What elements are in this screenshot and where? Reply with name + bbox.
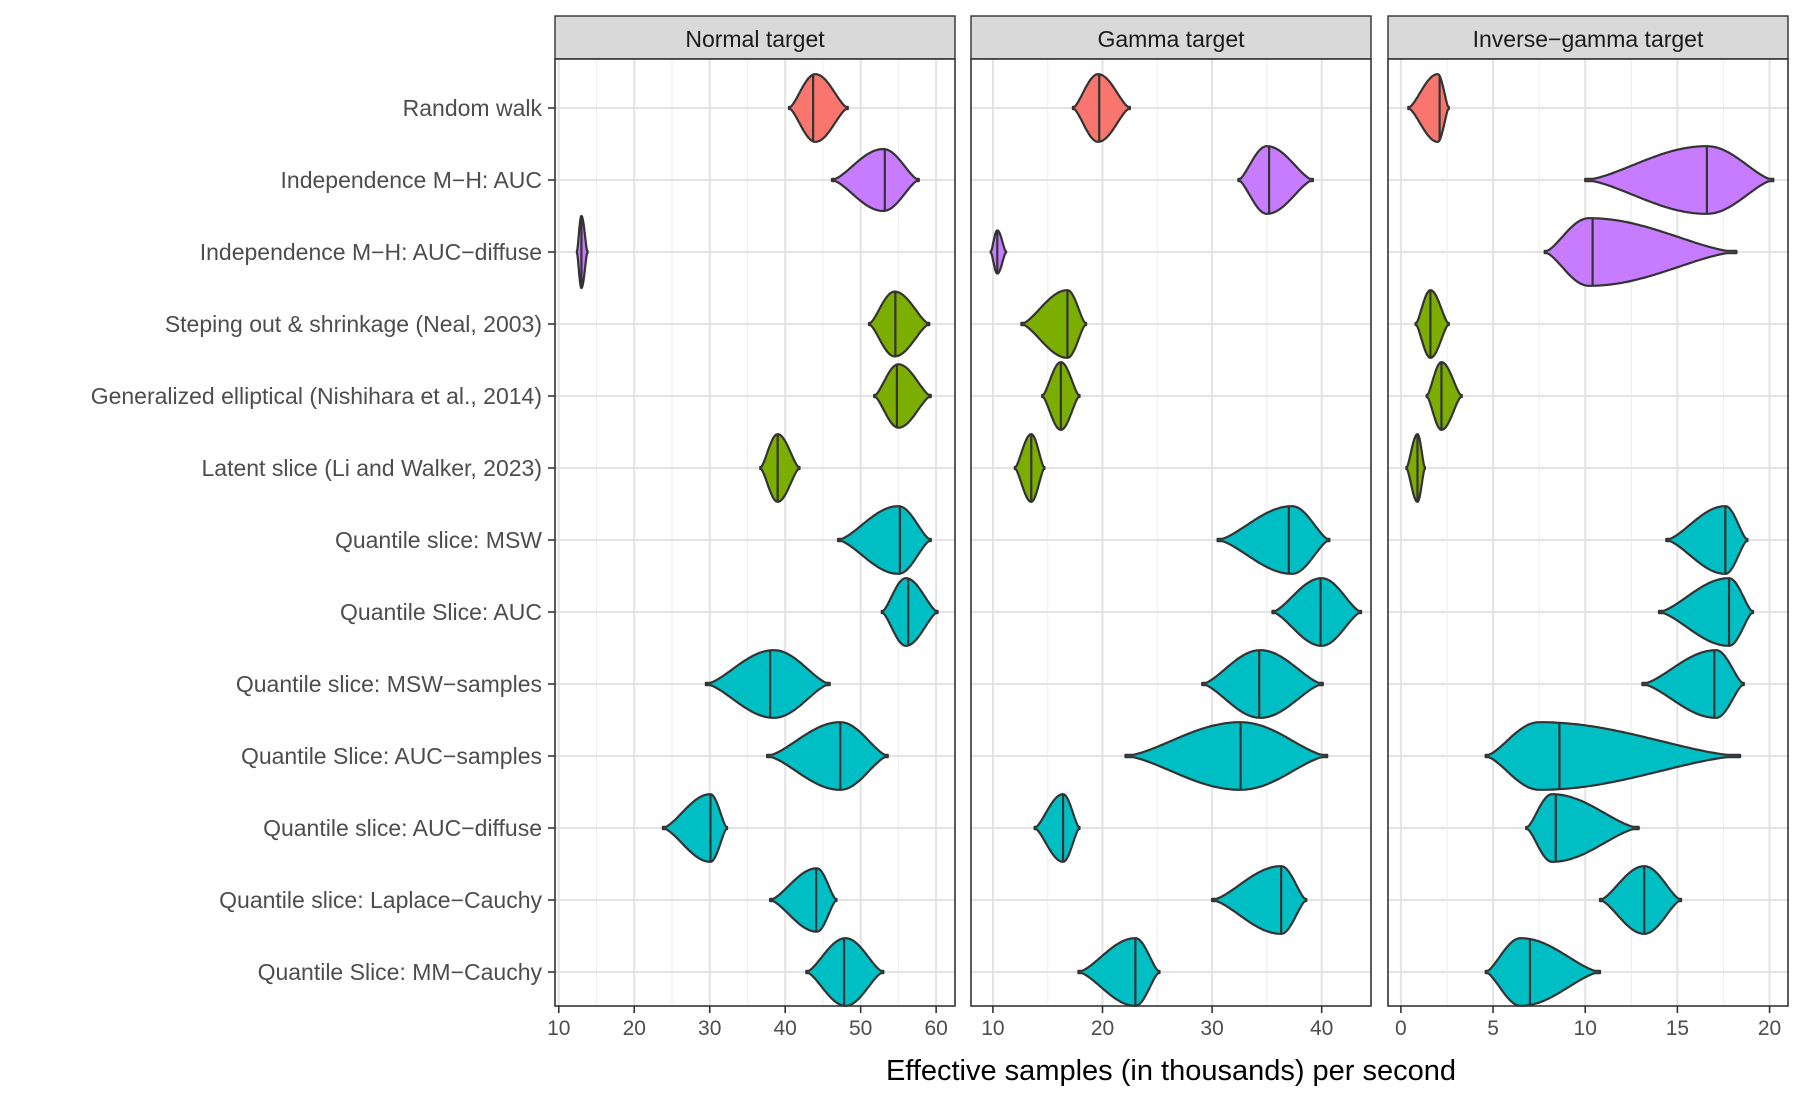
- violin-12: [1598, 865, 1683, 935]
- violin-6: [759, 433, 801, 503]
- violin-6: [1405, 433, 1426, 503]
- y-category-label: Quantile Slice: MM−Cauchy: [258, 959, 543, 985]
- x-tick-label: 20: [1091, 1017, 1114, 1040]
- violin-12: [1211, 865, 1308, 935]
- y-category-label: Independence M−H: AUC−diffuse: [200, 239, 542, 265]
- panel-strip: [554, 15, 956, 60]
- y-category-label: Latent slice (Li and Walker, 2023): [202, 455, 543, 481]
- violin-11: [1525, 793, 1640, 863]
- y-category-label: Quantile Slice: AUC: [340, 599, 542, 625]
- violin-8: [1271, 577, 1363, 647]
- violin-5: [1425, 361, 1463, 431]
- x-tick-label: 0: [1395, 1017, 1407, 1040]
- x-tick-label: 10: [547, 1017, 570, 1040]
- panel-3: Inverse−gamma target 0 5 10 15 20: [1387, 15, 1789, 1040]
- x-tick-label: 10: [1574, 1017, 1597, 1040]
- y-category-label: Quantile slice: AUC−diffuse: [263, 815, 542, 841]
- violin-10: [1124, 721, 1329, 791]
- x-tick-label: 20: [1758, 1017, 1781, 1040]
- x-tick-label: 60: [924, 1017, 947, 1040]
- y-axis-labels: Random walk Independence M−H: AUC Independ…: [91, 95, 555, 985]
- panel-strip-label: Gamma target: [1098, 26, 1246, 52]
- panel-2: Gamma target 10 20 30 40: [970, 15, 1372, 1040]
- panel-border: [1387, 58, 1789, 1007]
- violin-2: [1584, 145, 1775, 215]
- panel-border: [970, 58, 1372, 1007]
- violin-10: [766, 721, 889, 791]
- x-tick-label: 30: [1200, 1017, 1223, 1040]
- y-category-label: Quantile slice: MSW−samples: [236, 671, 542, 697]
- x-tick-label: 10: [981, 1017, 1004, 1040]
- violin-7: [1216, 505, 1331, 575]
- violin-7: [836, 505, 932, 575]
- violin-9: [1641, 649, 1745, 719]
- panel-strip-label: Normal target: [685, 26, 825, 52]
- violin-2: [830, 147, 920, 213]
- violin-12: [769, 867, 838, 933]
- x-tick-label: 5: [1487, 1017, 1499, 1040]
- violin-1: [1071, 73, 1131, 143]
- violin-11: [1033, 793, 1081, 863]
- panel-strip: [970, 15, 1372, 60]
- violin-1: [787, 73, 849, 143]
- violin-9: [1201, 649, 1324, 719]
- y-category-label: Random walk: [403, 95, 543, 121]
- x-tick-label: 30: [698, 1017, 721, 1040]
- x-tick-label: 20: [623, 1017, 646, 1040]
- panel-1: Normal target 10 20 30 40 50 60: [547, 15, 956, 1040]
- y-category-label: Independence M−H: AUC: [281, 167, 542, 193]
- violin-4: [1020, 289, 1088, 359]
- violin-4: [1414, 289, 1450, 359]
- y-category-label: Quantile Slice: AUC−samples: [241, 743, 542, 769]
- violin-6: [1013, 433, 1046, 503]
- violin-2: [1237, 145, 1314, 215]
- violin-4: [867, 290, 931, 358]
- y-category-label: Quantile slice: MSW: [335, 527, 542, 553]
- x-tick-label: 15: [1666, 1017, 1689, 1040]
- violin-10: [1484, 721, 1742, 791]
- panel-border: [554, 58, 956, 1007]
- x-tick-label: 40: [1310, 1017, 1333, 1040]
- panel-strip-label: Inverse−gamma target: [1473, 26, 1704, 52]
- y-category-label: Steping out & shrinkage (Neal, 2003): [165, 311, 542, 337]
- y-category-label: Quantile slice: Laplace−Cauchy: [219, 887, 542, 913]
- violin-9: [704, 649, 831, 719]
- y-category-label: Generalized elliptical (Nishihara et al.…: [91, 383, 542, 409]
- x-tick-label: 50: [849, 1017, 872, 1040]
- violin-5: [873, 363, 932, 429]
- x-tick-label: 40: [774, 1017, 797, 1040]
- violin-13: [1077, 937, 1161, 1007]
- violin-7: [1665, 505, 1749, 575]
- violin-8: [880, 577, 939, 647]
- x-axis-title: Effective samples (in thousands) per sec…: [886, 1055, 1456, 1087]
